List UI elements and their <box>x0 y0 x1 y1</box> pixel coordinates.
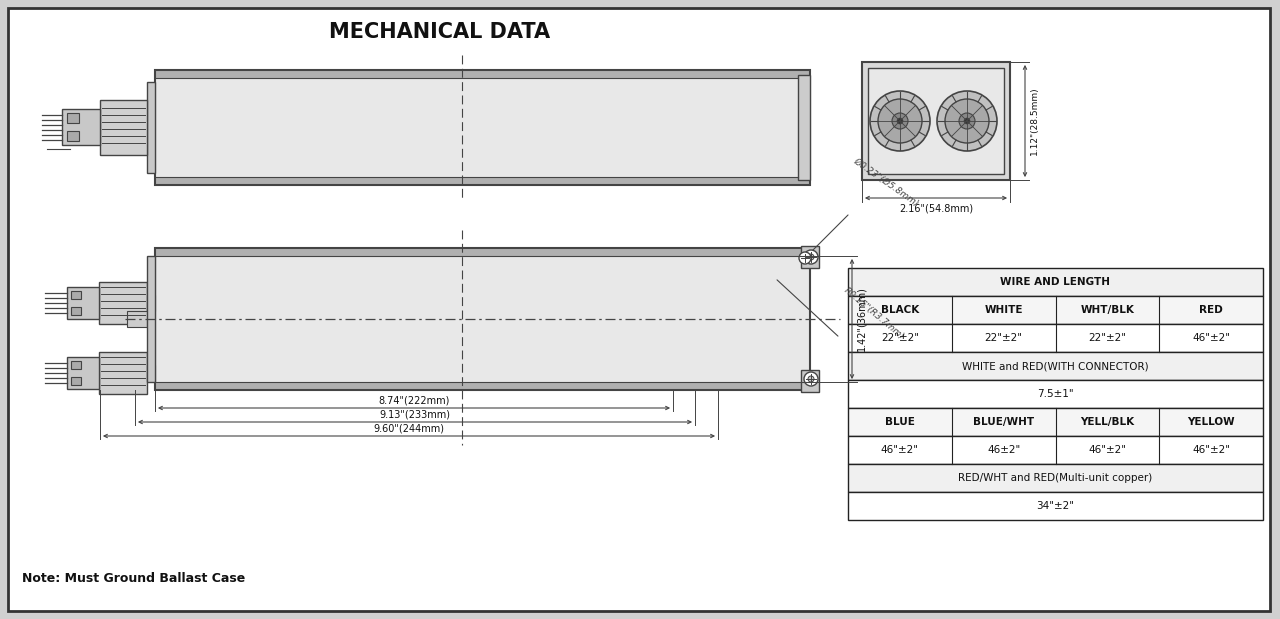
Circle shape <box>804 250 818 264</box>
Circle shape <box>804 372 818 386</box>
Circle shape <box>892 113 908 129</box>
Text: 34"±2": 34"±2" <box>1037 501 1074 511</box>
Text: 8.74"(222mm): 8.74"(222mm) <box>379 395 449 405</box>
Circle shape <box>799 252 812 264</box>
Bar <box>61 109 100 145</box>
Bar <box>849 352 1263 380</box>
Bar <box>67 131 79 141</box>
Bar <box>849 436 1263 464</box>
Bar <box>70 377 81 385</box>
Text: 1.42"(36mm): 1.42"(36mm) <box>856 287 867 352</box>
Bar <box>147 256 155 382</box>
Text: WHITE: WHITE <box>984 305 1023 315</box>
Text: RED/WHT and RED(Multi-unit copper): RED/WHT and RED(Multi-unit copper) <box>959 473 1152 483</box>
Text: 46"±2": 46"±2" <box>1192 333 1230 343</box>
Circle shape <box>870 91 931 151</box>
Text: BLUE/WHT: BLUE/WHT <box>973 417 1034 427</box>
Bar <box>155 248 810 390</box>
Bar <box>849 492 1263 520</box>
Bar <box>849 380 1263 408</box>
Bar <box>849 296 1263 324</box>
Circle shape <box>964 118 970 124</box>
Circle shape <box>878 99 922 143</box>
Text: 2.16"(54.8mm): 2.16"(54.8mm) <box>899 203 973 213</box>
Text: 22"±2": 22"±2" <box>1088 333 1126 343</box>
Text: Ø0.23"(Ø5.8mm): Ø0.23"(Ø5.8mm) <box>852 156 920 208</box>
Text: 46"±2": 46"±2" <box>1192 445 1230 455</box>
Bar <box>99 352 147 394</box>
Text: 7.5±1": 7.5±1" <box>1037 389 1074 399</box>
Bar <box>155 382 810 390</box>
Bar <box>801 246 819 268</box>
Bar <box>155 70 810 185</box>
Text: 22"±2": 22"±2" <box>984 333 1023 343</box>
Bar <box>67 287 99 319</box>
Bar <box>147 82 155 173</box>
Text: MECHANICAL DATA: MECHANICAL DATA <box>329 22 550 42</box>
Text: YELLOW: YELLOW <box>1188 417 1235 427</box>
Text: 9.60"(244mm): 9.60"(244mm) <box>374 423 444 433</box>
Bar <box>67 357 99 389</box>
Bar <box>868 68 1004 174</box>
Text: BLUE: BLUE <box>884 417 915 427</box>
Bar <box>861 62 1010 180</box>
Circle shape <box>959 113 975 129</box>
Bar <box>147 295 155 311</box>
Text: WIRE AND LENGTH: WIRE AND LENGTH <box>1001 277 1111 287</box>
Text: WHT/BLK: WHT/BLK <box>1080 305 1134 315</box>
Bar <box>100 100 147 155</box>
Circle shape <box>945 99 989 143</box>
Bar <box>849 324 1263 352</box>
Bar <box>155 70 810 78</box>
Bar <box>797 75 810 180</box>
Bar <box>849 464 1263 492</box>
Bar <box>155 78 810 177</box>
Text: 46"±2": 46"±2" <box>881 445 919 455</box>
Text: 22"±2": 22"±2" <box>881 333 919 343</box>
Bar <box>849 268 1263 296</box>
Text: 46±2": 46±2" <box>987 445 1020 455</box>
Bar <box>70 291 81 299</box>
Text: R0.15"(R3.7mm): R0.15"(R3.7mm) <box>842 285 906 341</box>
Text: 46"±2": 46"±2" <box>1088 445 1126 455</box>
Bar <box>155 177 810 185</box>
Circle shape <box>808 376 814 382</box>
Bar <box>67 113 79 123</box>
Bar <box>99 282 147 324</box>
Bar <box>70 361 81 369</box>
Text: 1.12"(28.5mm): 1.12"(28.5mm) <box>1030 87 1039 155</box>
Bar <box>127 311 147 327</box>
Circle shape <box>937 91 997 151</box>
Bar <box>155 256 810 382</box>
Text: WHITE and RED(WITH CONNECTOR): WHITE and RED(WITH CONNECTOR) <box>963 361 1149 371</box>
Bar <box>849 408 1263 436</box>
Bar <box>70 307 81 315</box>
Text: 9.13"(233mm): 9.13"(233mm) <box>379 409 451 419</box>
Bar <box>147 365 155 381</box>
Text: RED: RED <box>1199 305 1222 315</box>
Text: Note: Must Ground Ballast Case: Note: Must Ground Ballast Case <box>22 572 246 585</box>
Circle shape <box>897 118 902 124</box>
Circle shape <box>808 254 814 260</box>
Text: BLACK: BLACK <box>881 305 919 315</box>
Bar <box>801 370 819 392</box>
Bar <box>155 248 810 256</box>
Text: YELL/BLK: YELL/BLK <box>1080 417 1134 427</box>
